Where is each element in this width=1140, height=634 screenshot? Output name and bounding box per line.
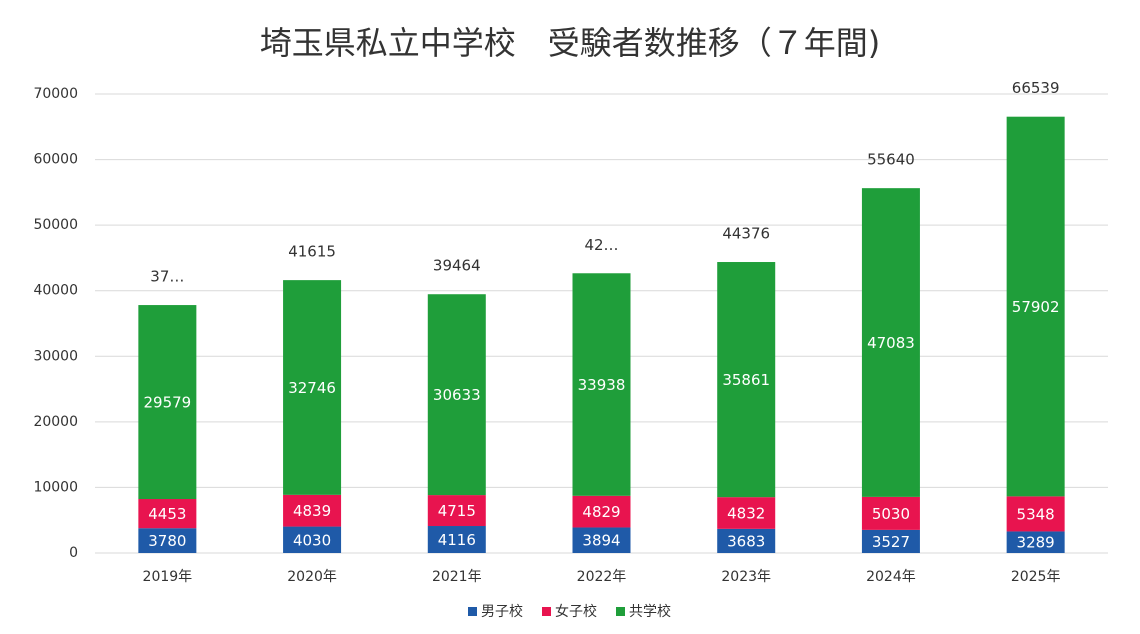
- x-tick-label: 2022年: [577, 569, 627, 585]
- bar-segment: [717, 262, 776, 498]
- y-tick-label: 60000: [33, 152, 78, 168]
- data-label: 30633: [433, 386, 481, 404]
- data-label: 3527: [872, 533, 910, 551]
- legend-swatch: [468, 607, 477, 616]
- data-label: 5030: [872, 505, 910, 523]
- data-label: 57902: [1012, 298, 1060, 316]
- bar-segment: [283, 526, 342, 553]
- x-tick-label: 2020年: [287, 569, 337, 585]
- data-label: 47083: [867, 334, 915, 352]
- data-label: 4453: [148, 505, 186, 523]
- chart-title: 埼玉県私立中学校 受験者数推移（７年間): [260, 24, 881, 62]
- legend-swatch: [542, 607, 551, 616]
- bar-segment: [717, 528, 776, 553]
- bar-segment: [283, 280, 342, 495]
- bar-segment: [427, 526, 486, 553]
- bar-segment: [138, 528, 197, 553]
- total-label: 39464: [433, 257, 481, 275]
- total-label: 44376: [722, 225, 770, 243]
- data-label: 4715: [438, 502, 476, 520]
- bar-segment: [427, 495, 486, 527]
- bar-segment: [1006, 531, 1065, 553]
- x-tick-label: 2025年: [1011, 569, 1061, 585]
- data-label: 35861: [722, 371, 770, 389]
- data-label: 4839: [293, 502, 331, 520]
- bar-segment: [572, 495, 631, 528]
- data-label: 5348: [1017, 505, 1055, 523]
- total-label: 37…: [150, 268, 184, 286]
- total-label: 55640: [867, 151, 915, 169]
- y-tick-label: 50000: [33, 217, 78, 233]
- data-label: 4030: [293, 531, 331, 549]
- total-label: 42…: [584, 236, 618, 254]
- bar-segment: [861, 188, 920, 497]
- bar-segment: [861, 496, 920, 530]
- legend-label: 女子校: [555, 603, 597, 620]
- y-tick-label: 40000: [33, 283, 78, 299]
- data-label: 4116: [438, 531, 476, 549]
- x-tick-label: 2024年: [866, 569, 916, 585]
- bar-segment: [427, 294, 486, 496]
- bar-segment: [283, 494, 342, 527]
- total-label: 41615: [288, 243, 336, 261]
- data-label: 3894: [582, 532, 620, 550]
- data-label: 3289: [1017, 534, 1055, 552]
- x-tick-label: 2019年: [143, 569, 193, 585]
- data-label: 32746: [288, 379, 336, 397]
- bar-segment: [1006, 496, 1065, 532]
- bar-segment: [572, 273, 631, 496]
- y-tick-label: 10000: [33, 479, 78, 495]
- bar-segment: [138, 499, 197, 529]
- legend-swatch: [616, 607, 625, 616]
- data-label: 4832: [727, 505, 765, 523]
- x-tick-label: 2021年: [432, 569, 482, 585]
- legend-label: 共学校: [629, 603, 671, 620]
- data-label: 4829: [582, 503, 620, 521]
- total-label: 66539: [1012, 79, 1060, 97]
- data-label: 3780: [148, 532, 186, 550]
- x-tick-label: 2023年: [721, 569, 771, 585]
- y-tick-label: 30000: [33, 348, 78, 364]
- y-tick-label: 70000: [33, 86, 78, 102]
- data-label: 3683: [727, 532, 765, 550]
- bar-segment: [861, 529, 920, 553]
- legend-label: 男子校: [481, 603, 523, 620]
- y-tick-label: 20000: [33, 414, 78, 430]
- data-label: 29579: [143, 394, 191, 412]
- bar-segment: [138, 305, 197, 500]
- data-label: 33938: [578, 376, 626, 394]
- bar-segment: [572, 527, 631, 553]
- bar-segment: [1006, 116, 1065, 497]
- y-tick-label: 0: [69, 545, 78, 561]
- bar-segment: [717, 497, 776, 529]
